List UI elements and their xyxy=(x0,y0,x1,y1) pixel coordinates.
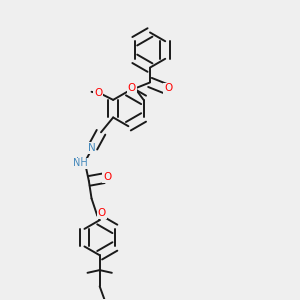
Text: NH: NH xyxy=(73,158,87,168)
Text: O: O xyxy=(103,172,111,182)
Text: O: O xyxy=(128,83,136,93)
Text: O: O xyxy=(164,83,172,93)
Text: N: N xyxy=(88,143,95,153)
Text: O: O xyxy=(98,208,106,218)
Text: O: O xyxy=(94,88,102,98)
Text: H: H xyxy=(76,157,84,167)
